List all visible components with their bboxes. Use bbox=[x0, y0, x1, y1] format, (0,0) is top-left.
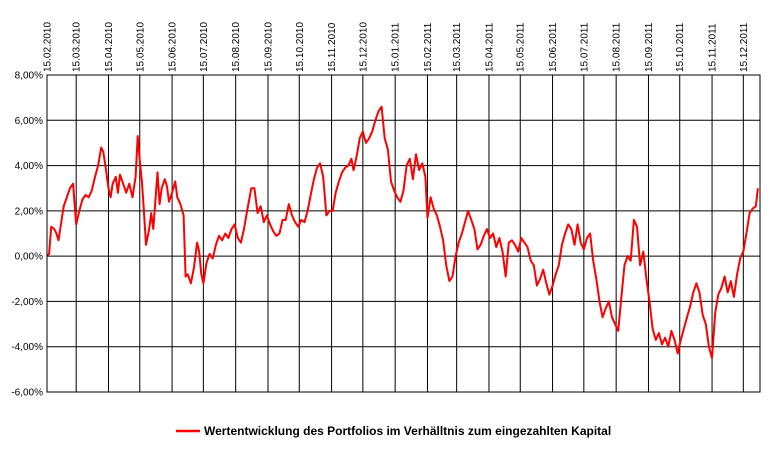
x-tick-label: 15.06.2010 bbox=[168, 22, 179, 72]
x-tick-label: 15.12.2011 bbox=[739, 22, 750, 72]
x-tick-label: 15.10.2010 bbox=[295, 22, 306, 72]
y-tick-label: -2,00% bbox=[11, 297, 43, 308]
horizontal-gridlines bbox=[47, 74, 760, 393]
y-axis-tick-labels: 8,00% 6,00% 4,00% 2,00% 0,00% -2,00% -4,00% -6,… bbox=[11, 71, 43, 399]
x-tick-label: 15.03.2010 bbox=[72, 22, 83, 72]
x-tick-label: 15.11.2011 bbox=[708, 23, 719, 72]
x-tick-label: 15.09.2011 bbox=[644, 22, 655, 72]
x-tick-label: 15.01.2011 bbox=[391, 22, 402, 72]
series-line bbox=[46, 105, 759, 359]
y-tick-label: 4,00% bbox=[15, 161, 43, 172]
y-tick-label: -6,00% bbox=[11, 388, 43, 399]
x-tick-label: 15.07.2011 bbox=[579, 22, 590, 72]
y-tick-label: 2,00% bbox=[15, 206, 43, 217]
x-tick-label: 15.10.2011 bbox=[675, 22, 686, 72]
legend: Wertentwicklung des Portfolios im Verhäl… bbox=[176, 424, 611, 438]
x-tick-label: 15.12.2010 bbox=[358, 22, 369, 72]
plot-area-border bbox=[46, 74, 761, 393]
x-tick-label: 15.03.2011 bbox=[452, 22, 463, 72]
x-tick-label: 15.07.2010 bbox=[199, 22, 210, 72]
x-axis-tick-labels: 15.02.2010 15.03.2010 15.04.2010 15.05.2010… bbox=[43, 22, 750, 72]
x-tick-label: 15.09.2010 bbox=[263, 22, 274, 72]
x-tick-label: 15.04.2011 bbox=[484, 22, 495, 72]
x-tick-label: 15.02.2010 bbox=[43, 22, 54, 72]
y-tick-label: 8,00% bbox=[15, 71, 43, 82]
x-tick-label: 15.02.2011 bbox=[423, 22, 434, 72]
x-tick-label: 15.05.2011 bbox=[516, 22, 527, 72]
series-layer bbox=[46, 105, 759, 359]
y-tick-label: 0,00% bbox=[15, 252, 43, 263]
x-tick-label: 15.05.2010 bbox=[135, 22, 146, 72]
x-tick-label: 15.04.2010 bbox=[104, 22, 115, 72]
legend-label: Wertentwicklung des Portfolios im Verhäl… bbox=[204, 424, 611, 438]
x-tick-label: 15.08.2010 bbox=[231, 22, 242, 72]
y-tick-label: 6,00% bbox=[15, 116, 43, 127]
y-tick-label: -4,00% bbox=[11, 342, 43, 353]
x-tick-label: 15.06.2011 bbox=[548, 22, 559, 72]
vertical-gridlines bbox=[46, 75, 744, 392]
x-tick-label: 15.08.2011 bbox=[612, 22, 623, 72]
x-tick-label: 15.11.2010 bbox=[327, 22, 338, 72]
